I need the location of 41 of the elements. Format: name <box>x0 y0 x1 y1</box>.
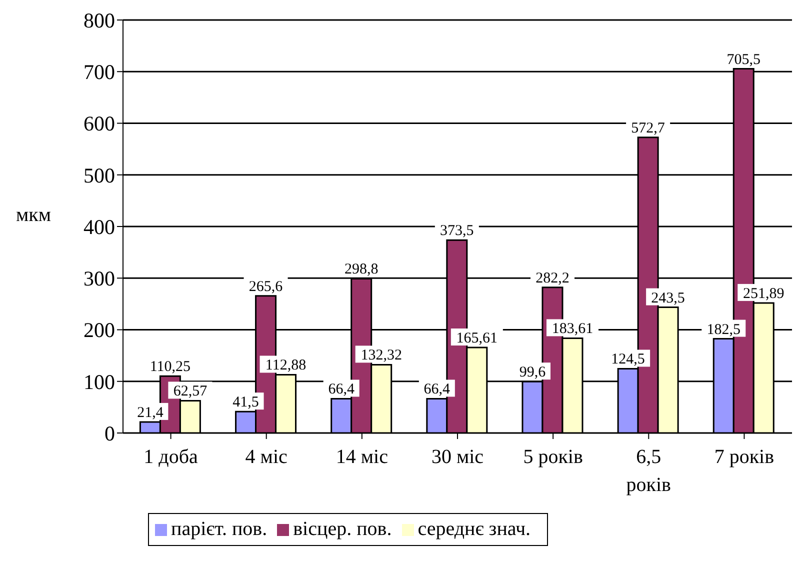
y-tick-label: 100 <box>84 370 115 394</box>
x-tick-label: 4 міс <box>245 446 288 468</box>
data-label: 282,2 <box>536 270 570 286</box>
x-tick-label: 7 років <box>714 446 774 468</box>
data-label: 243,5 <box>651 290 685 306</box>
legend-label: парієт. пов. <box>171 518 268 540</box>
x-tick-label: 5 років <box>523 446 583 468</box>
y-tick-label: 500 <box>84 163 115 188</box>
y-axis-title: мкм <box>16 204 52 227</box>
data-label: 298,8 <box>344 262 378 278</box>
data-label: 165,61 <box>456 330 498 347</box>
data-label: 373,5 <box>440 223 474 240</box>
data-label: 183,61 <box>552 321 594 338</box>
y-tick-label: 200 <box>84 318 115 342</box>
data-label: 110,25 <box>150 359 191 376</box>
legend-label: вісцер. пов. <box>293 518 392 540</box>
data-label: 112,88 <box>265 358 306 374</box>
legend-label: середнє знач. <box>418 518 531 540</box>
y-tick-label: 400 <box>84 214 115 239</box>
data-label: 132,32 <box>360 348 402 364</box>
y-tick-label: 600 <box>84 112 115 136</box>
data-label: 41,5 <box>232 394 259 411</box>
data-label: 66,4 <box>424 382 451 398</box>
y-tick-label: 700 <box>84 60 115 84</box>
y-tick-label: 800 <box>84 8 115 32</box>
x-tick-label: 30 міс <box>431 446 484 468</box>
data-label: 251,89 <box>743 286 784 302</box>
y-tick-label: 0 <box>104 421 115 446</box>
data-label: 124,5 <box>611 352 645 368</box>
data-label: 62,57 <box>173 384 208 400</box>
data-label: 99,6 <box>519 364 546 381</box>
x-tick-label: 6,5 років <box>626 446 671 496</box>
y-tick-label: 300 <box>84 266 115 291</box>
x-tick-label: 14 міс <box>336 446 388 468</box>
data-label: 182,5 <box>706 322 741 338</box>
data-label: 21,4 <box>137 404 164 421</box>
data-label: 705,5 <box>726 52 761 68</box>
data-label: 572,7 <box>631 120 666 136</box>
data-label: 265,6 <box>248 278 284 295</box>
data-label: 66,4 <box>328 382 355 398</box>
x-tick-label: 1 доба <box>144 446 198 468</box>
